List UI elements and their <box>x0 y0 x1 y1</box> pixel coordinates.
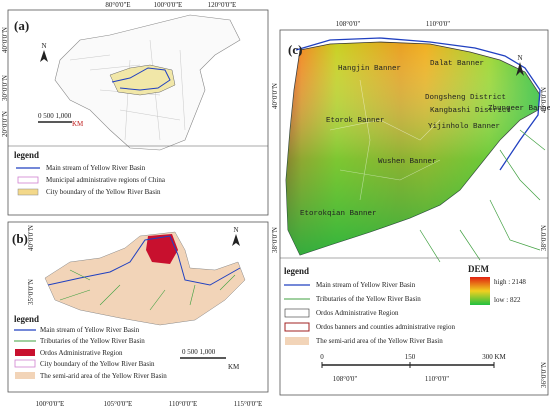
title: legend <box>14 314 39 324</box>
map-shape <box>279 29 549 396</box>
map-shape <box>111 67 171 91</box>
items: City boundary of the Yellow River Basin <box>46 188 161 196</box>
map-shape <box>7 221 269 393</box>
map-shape <box>295 37 541 171</box>
items: Tributaries of the Yellow River Basin <box>316 295 421 303</box>
places: Kangbashi District <box>430 107 511 115</box>
high: high : 2148 <box>494 278 526 286</box>
places: Dongsheng District <box>425 94 506 102</box>
title: DEM <box>468 264 490 274</box>
items: Ordos Administrative Region <box>316 309 399 317</box>
scale: 150 <box>405 353 416 361</box>
items: Ordos banners and counties administrativ… <box>316 323 455 331</box>
items: Main stream of Yellow River Basin <box>40 326 140 334</box>
map-shape <box>14 359 36 368</box>
lat-labels: 30°0'0"N <box>1 75 9 101</box>
places: Wushen Banner <box>378 158 437 166</box>
places: Zhungeer Banner <box>488 105 550 113</box>
map-shape <box>44 231 246 326</box>
label: (b) <box>12 231 28 246</box>
map-shape <box>470 277 490 305</box>
scale: 0 <box>320 353 324 361</box>
lon-labels: 100°0'0"E <box>154 1 183 9</box>
right-lat-labels: 40°0'0"N <box>540 87 548 113</box>
items: Tributaries of the Yellow River Basin <box>40 337 145 345</box>
north: N <box>233 226 238 234</box>
map-shape <box>17 176 39 184</box>
map-shape <box>15 372 35 379</box>
scale: 300 KM <box>482 353 506 361</box>
right-lat-labels: 38°0'0"N <box>540 225 548 251</box>
lon-labels: 105°0'0"E <box>104 400 133 408</box>
low: low : 822 <box>494 296 521 304</box>
lat-labels: 40°0'0"N <box>27 225 35 251</box>
label: (c) <box>288 42 302 57</box>
north: N <box>41 42 46 50</box>
map-shape <box>285 337 309 345</box>
places: Dalat Banner <box>430 60 484 68</box>
map-shape <box>232 234 240 246</box>
right-lat-labels: 36°0'0"N <box>540 362 548 388</box>
left-lat-labels: 38°0'0"N <box>271 227 279 253</box>
items: Ordos Administrative Region <box>40 349 123 357</box>
map-shape <box>17 188 39 196</box>
map-shape <box>286 42 540 255</box>
map-shape <box>419 129 546 263</box>
map-shape <box>47 235 241 286</box>
top-lon-labels: 108°0'0" <box>336 20 361 28</box>
north: N <box>517 54 522 62</box>
map-shape <box>284 308 310 318</box>
lon-labels: 110°0'0"E <box>169 400 197 408</box>
items: Main stream of Yellow River Basin <box>46 164 146 172</box>
map-shape <box>7 9 269 216</box>
places: Hangjin Banner <box>338 65 401 73</box>
scale-unit: KM <box>72 120 84 128</box>
label: (a) <box>14 18 29 33</box>
top-lon-labels: 110°0'0" <box>426 20 450 28</box>
lon-labels: 120°0'0"E <box>208 1 237 9</box>
lat-labels: 35°0'0"N <box>27 279 35 305</box>
scale: 0 500 1,000 <box>182 348 216 356</box>
title: legend <box>284 266 309 276</box>
lon-labels: 100°0'0"E <box>36 400 65 408</box>
left-lat-labels: 40°0'0"N <box>271 83 279 109</box>
map-shape <box>516 62 524 76</box>
map-shape <box>15 349 35 356</box>
items: The semi-arid area of the Yellow River B… <box>316 337 443 345</box>
items: City boundary of the Yellow River Basin <box>40 360 155 368</box>
title: legend <box>14 150 39 160</box>
map-shape <box>59 269 236 311</box>
map-shape <box>146 234 178 264</box>
map-shape <box>40 50 48 62</box>
places: Etorokqian Banner <box>300 210 377 218</box>
items: Municipal administrative regions of Chin… <box>46 176 166 184</box>
map-shape <box>329 79 441 201</box>
bottom-lon-labels: 108°0'0" <box>333 375 358 383</box>
items: The semi-arid area of the Yellow River B… <box>40 372 167 380</box>
lon-labels: 115°0'0"E <box>234 400 262 408</box>
places: Etorok Banner <box>326 117 385 125</box>
bottom-lon-labels: 110°0'0" <box>425 375 449 383</box>
items: Main stream of Yellow River Basin <box>316 281 416 289</box>
scale: 0 500 1,000 <box>38 112 72 120</box>
scale-unit: KM <box>228 363 240 371</box>
map-shape <box>284 322 310 332</box>
lat-labels: 40°0'0"N <box>1 27 9 53</box>
lat-labels: 20°0'0"N <box>1 111 9 137</box>
places: Yijinholo Banner <box>428 123 500 131</box>
map-shape <box>285 37 546 263</box>
lon-labels: 80°0'0"E <box>105 1 130 9</box>
